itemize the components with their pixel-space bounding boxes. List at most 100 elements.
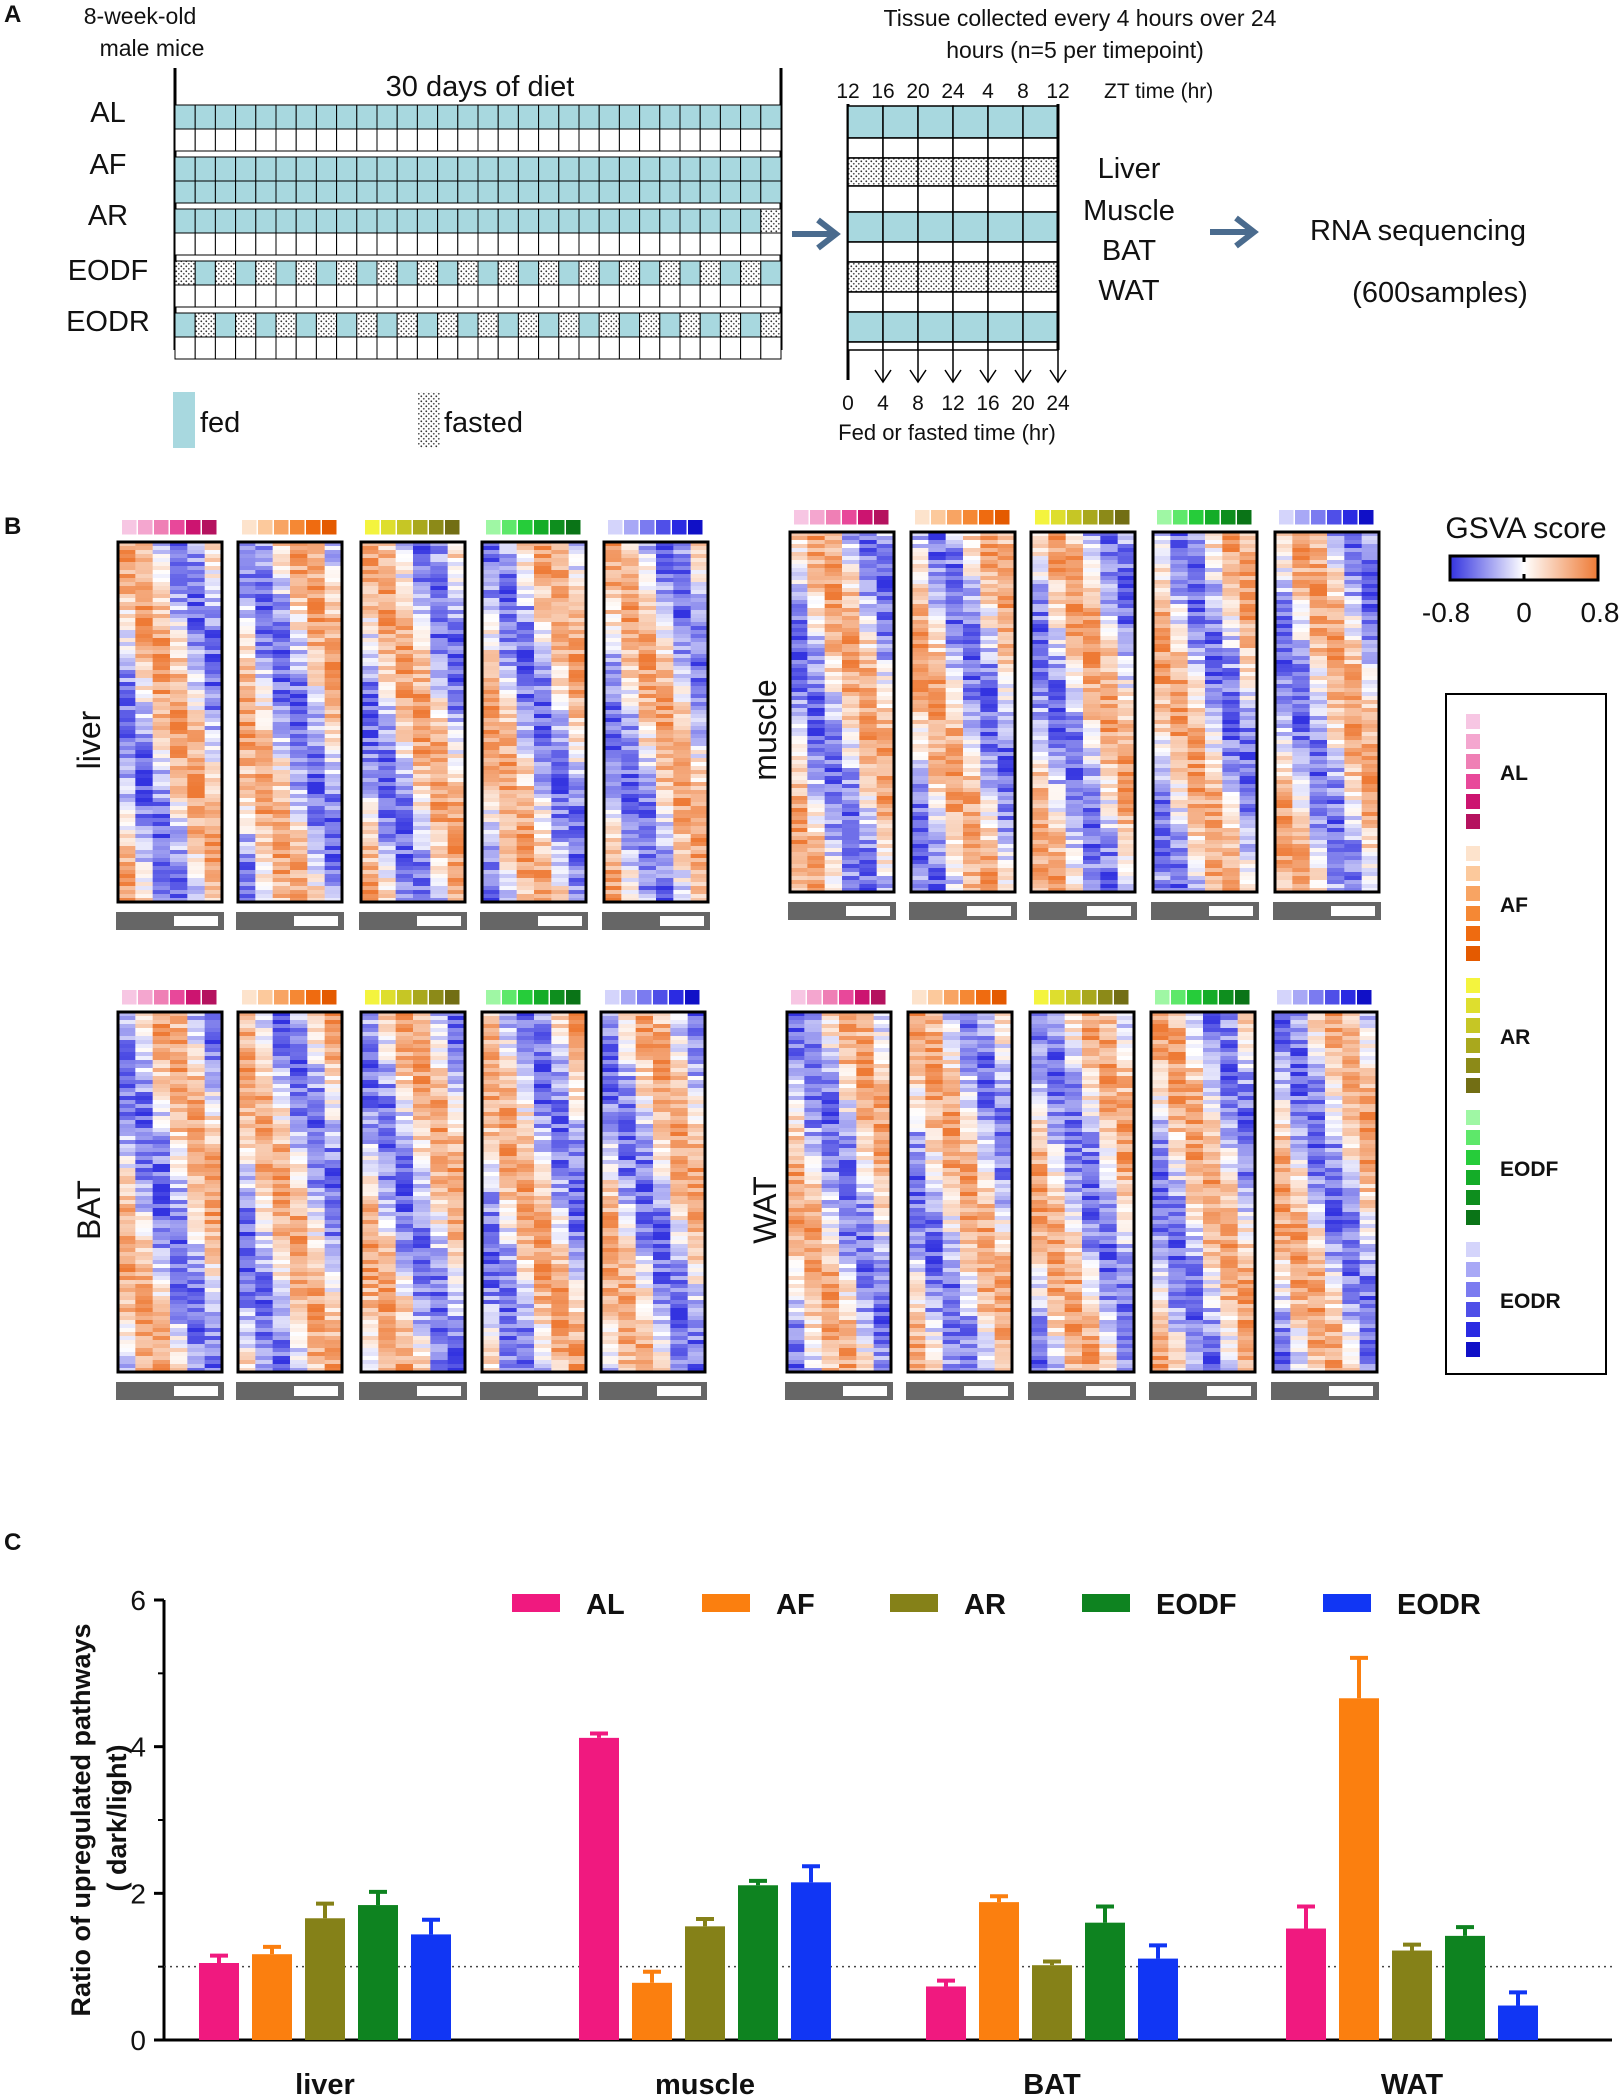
- heatmap-cell: [638, 790, 657, 795]
- heatmap-cell: [1031, 564, 1049, 569]
- heatmap-cell: [430, 682, 449, 687]
- schedule-cell: [699, 336, 721, 360]
- heatmap-cell: [1100, 660, 1119, 665]
- heatmap-cell: [135, 814, 154, 819]
- heatmap-cell: [482, 806, 500, 811]
- heatmap-cell: [361, 594, 379, 599]
- heatmap-cell: [551, 834, 570, 839]
- heatmap-cell: [187, 566, 206, 571]
- collection-cell: [1022, 241, 1059, 263]
- heatmap-cell: [945, 832, 964, 837]
- heatmap-cell: [135, 626, 154, 631]
- heatmap-cell: [928, 884, 947, 889]
- heatmap-cell: [361, 646, 379, 651]
- heatmap-cell: [945, 652, 964, 657]
- heatmap-cell: [135, 778, 154, 783]
- heatmap-cell: [272, 734, 291, 739]
- heatmap-cell: [482, 570, 500, 575]
- heatmap-cell: [807, 808, 826, 813]
- heatmap-cell: [1031, 844, 1049, 849]
- heatmap-cell: [324, 622, 343, 627]
- heatmap-cell: [378, 646, 397, 651]
- heatmap-cell: [378, 726, 397, 731]
- heatmap-cell: [290, 614, 308, 619]
- heatmap-cell: [152, 738, 171, 743]
- heatmap-cell: [1083, 780, 1101, 785]
- heatmap-border: [788, 530, 896, 894]
- heatmap-cell: [238, 678, 256, 683]
- heatmap-cell: [1065, 784, 1084, 789]
- heatmap-cell: [482, 686, 500, 691]
- heatmap-cell: [656, 614, 674, 619]
- heatmap-cell: [568, 738, 587, 743]
- heatmap-cell: [997, 624, 1016, 629]
- heatmap-cell: [928, 720, 947, 725]
- heatmap-cell: [290, 802, 308, 807]
- heatmap-cell: [187, 570, 206, 575]
- heatmap-cell: [447, 862, 466, 867]
- heatmap-cell: [1117, 796, 1136, 801]
- heatmap-cell: [1083, 720, 1101, 725]
- heatmap-cell: [690, 722, 709, 727]
- heatmap-cell: [656, 786, 674, 791]
- heatmap-cell: [859, 584, 878, 589]
- heatmap-cell: [170, 578, 188, 583]
- heatmap-cell: [361, 614, 379, 619]
- light-phase-segment: [417, 916, 461, 926]
- heatmap-cell: [152, 606, 171, 611]
- heatmap-cell: [807, 828, 826, 833]
- schedule-cell: [497, 156, 519, 182]
- heatmap-cell: [551, 590, 570, 595]
- heatmap-cell: [1065, 824, 1084, 829]
- schedule-cell: [275, 260, 297, 286]
- heatmap-cell: [690, 618, 709, 623]
- heatmap-cell: [1170, 556, 1189, 561]
- heatmap-cell: [604, 806, 622, 811]
- heatmap-cell: [238, 638, 256, 643]
- heatmap-cell: [1048, 536, 1067, 541]
- heatmap-cell: [482, 618, 500, 623]
- heatmap-cell: [1083, 788, 1101, 793]
- schedule-cell: [598, 180, 620, 204]
- heatmap-cell: [430, 694, 449, 699]
- heatmap-cell: [807, 604, 826, 609]
- heatmap-cell: [551, 878, 570, 883]
- heatmap-cell: [430, 758, 449, 763]
- collection-cell: [882, 291, 919, 313]
- panel-a: A 8-week-old male mice 30 days of diet A…: [4, 1, 1528, 448]
- heatmap-cell: [980, 836, 999, 841]
- heatmap-cell: [1065, 768, 1084, 773]
- heatmap-cell: [928, 536, 947, 541]
- heatmap-cell: [621, 650, 640, 655]
- heatmap-cell: [876, 628, 895, 633]
- group-timepoint-marker: [1157, 510, 1172, 525]
- heatmap-cell: [656, 774, 674, 779]
- heatmap-cell: [290, 626, 308, 631]
- heatmap-cell: [859, 544, 878, 549]
- heatmap-cell: [170, 846, 188, 851]
- heatmap-cell: [911, 856, 929, 861]
- heatmap-cell: [413, 698, 431, 703]
- heatmap-cell: [997, 844, 1016, 849]
- heatmap-cell: [204, 582, 223, 587]
- schedule-cell: [517, 208, 540, 234]
- heatmap-cell: [551, 566, 570, 571]
- schedule-cell: [578, 284, 600, 308]
- heatmap-cell: [482, 582, 500, 587]
- heatmap-cell: [238, 730, 256, 735]
- heatmap-cell: [118, 694, 136, 699]
- heatmap-cell: [378, 542, 397, 547]
- heatmap-cell: [1083, 684, 1101, 689]
- heatmap-cell: [516, 802, 535, 807]
- heatmap-cell: [324, 758, 343, 763]
- heatmap-cell: [187, 554, 206, 559]
- heatmap-cell: [1048, 640, 1067, 645]
- heatmap-cell: [551, 710, 570, 715]
- heatmap-cell: [238, 782, 256, 787]
- heatmap-cell: [395, 590, 414, 595]
- heatmap-cell: [516, 794, 535, 799]
- heatmap-cell: [568, 558, 587, 563]
- heatmap-cell: [980, 640, 999, 645]
- heatmap-cell: [1031, 772, 1049, 777]
- heatmap-cell: [604, 826, 622, 831]
